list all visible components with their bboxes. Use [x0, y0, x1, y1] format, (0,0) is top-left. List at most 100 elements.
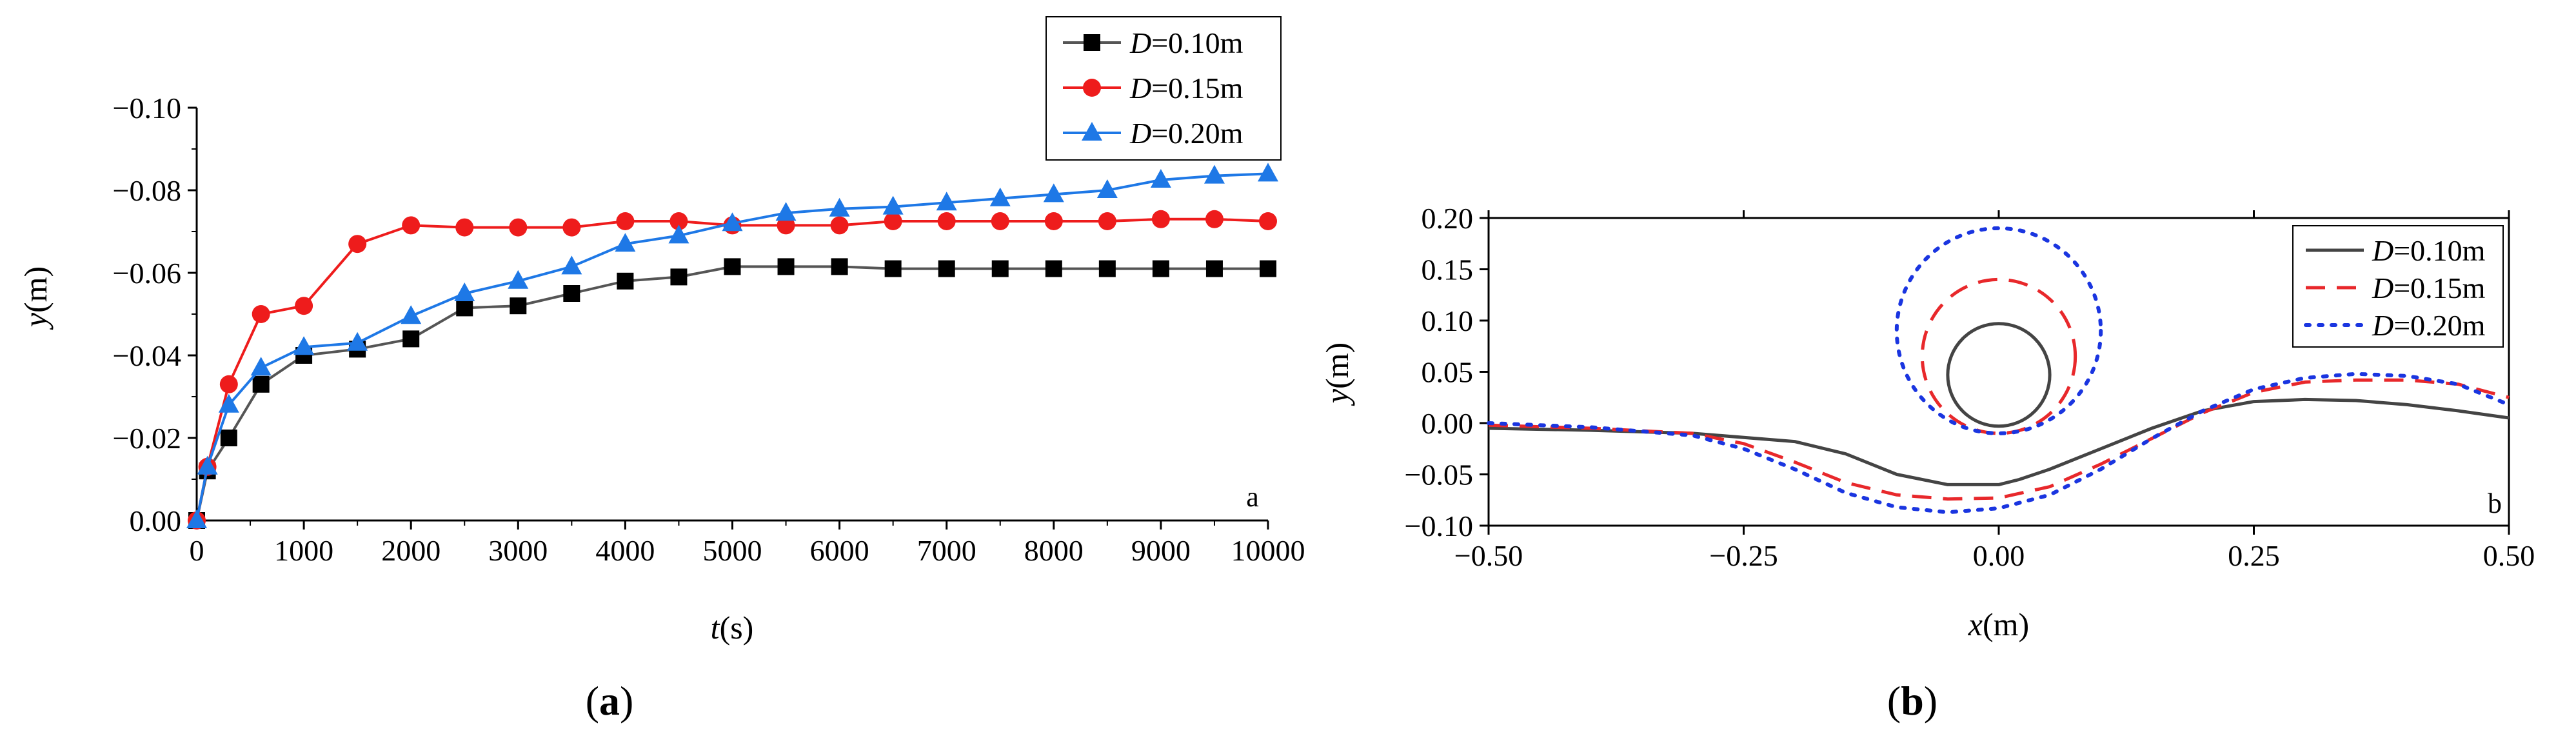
series-square-group	[188, 258, 1276, 529]
data-point-square	[938, 260, 955, 277]
x-tick-label: 3000	[488, 534, 548, 567]
panel-b-corner-tag: b	[2488, 488, 2502, 519]
data-point-square	[1205, 260, 1223, 277]
data-point-square	[617, 272, 634, 290]
y-tick-label: 0.20	[1422, 202, 1474, 235]
x-tick-label: 8000	[1024, 534, 1084, 567]
legend-label: D=0.15m	[2372, 272, 2486, 304]
panel-b-legend: D =0.10m D=0.15m D=0.20m	[2292, 225, 2504, 348]
data-point-circle	[1098, 212, 1116, 230]
data-point-circle	[252, 305, 270, 323]
series-triangle-group	[186, 163, 1278, 528]
legend-label-symbol: D	[1129, 117, 1151, 150]
data-point-square	[670, 268, 688, 286]
panel-b-y-axis-title: y(m)	[1319, 342, 1355, 406]
data-point-square	[724, 258, 741, 275]
data-point-square	[884, 260, 902, 277]
x-tick-label: 1000	[274, 534, 333, 567]
data-point-circle	[402, 216, 421, 235]
data-point-triangle	[1258, 163, 1278, 182]
data-point-circle	[669, 212, 688, 230]
data-point-circle	[455, 218, 474, 237]
legend-label: D=0.20m	[2372, 309, 2486, 342]
legend-label: D=0.20m	[1129, 117, 1243, 150]
data-point-square	[220, 430, 237, 446]
data-point-circle	[562, 218, 581, 237]
legend-label-value: =0.10m	[2393, 234, 2485, 267]
data-point-triangle	[454, 282, 475, 301]
data-point-triangle	[561, 255, 582, 275]
x-tick-label: 6000	[810, 534, 869, 567]
data-point-square	[991, 260, 1009, 277]
y-tick-label: −0.06	[113, 257, 181, 290]
y-tick-label: −0.10	[1405, 510, 1473, 542]
data-point-triangle	[347, 332, 368, 351]
data-point-triangle	[1096, 179, 1118, 198]
panel-a-line-chart: 0 1000 2000 3000 4000 5000 6000 7000 8000 9000 100…	[17, 16, 1305, 724]
y-tick-label: −0.08	[113, 174, 181, 207]
legend-label-symbol: D	[1129, 72, 1151, 104]
legend-label-value: =0.10m	[1151, 26, 1243, 59]
data-point-circle	[1259, 212, 1277, 230]
legend-label-symbol: D	[2372, 309, 2393, 342]
data-point-circle	[348, 235, 367, 253]
legend-marker-square	[1084, 34, 1100, 51]
x-tick-label: 10000	[1231, 534, 1305, 567]
data-point-circle	[1044, 212, 1063, 230]
y-tick-label: −0.04	[113, 339, 181, 372]
scour-profile-solid	[1488, 397, 2510, 486]
scour-profile-dotted	[1487, 372, 2511, 515]
data-point-circle	[777, 216, 795, 235]
data-point-triangle	[775, 202, 797, 221]
y-tick-label: −0.05	[1405, 459, 1473, 491]
panel-a-corner-tag: a	[1246, 481, 1259, 513]
panel-b-pipe-circles	[1894, 226, 2103, 435]
pipe-circle-solid	[1946, 322, 2052, 428]
data-point-circle	[295, 297, 313, 315]
data-point-square	[831, 258, 848, 275]
x-tick-label: 7000	[917, 534, 976, 567]
y-tick-label: 0.10	[1422, 304, 1474, 337]
legend-label-value: =0.20m	[1151, 117, 1243, 150]
data-point-triangle	[722, 212, 743, 232]
legend-marker-triangle	[1082, 122, 1102, 141]
data-point-square	[563, 285, 580, 302]
y-tick-label: 0.00	[130, 504, 182, 537]
panel-b-legend-box	[2292, 225, 2504, 348]
data-point-square	[456, 299, 473, 317]
data-point-triangle	[989, 187, 1011, 206]
legend-label: D=0.15m	[1129, 72, 1243, 104]
legend-label-value: =0.15m	[1151, 72, 1243, 104]
panel-a-y-axis-title: y(m)	[17, 266, 54, 330]
x-tick-label: 2000	[381, 534, 441, 567]
data-point-circle	[1151, 210, 1170, 228]
data-point-triangle	[250, 357, 272, 376]
pipe-circle-dashed	[1920, 277, 2077, 435]
data-point-square	[1152, 260, 1169, 277]
data-point-triangle	[218, 393, 239, 413]
data-point-triangle	[615, 233, 636, 252]
data-point-triangle	[508, 270, 529, 289]
data-point-square	[402, 330, 420, 348]
data-point-circle	[219, 375, 238, 393]
data-point-square	[1045, 260, 1062, 277]
data-point-circle	[830, 216, 849, 235]
panel-a-x-ticks: 0 1000 2000 3000 4000 5000 6000 7000 8000 9000 100…	[190, 520, 1305, 567]
pipe-circle-dotted	[1894, 226, 2103, 435]
data-point-triangle	[1150, 169, 1171, 188]
panel-b-y-ticks: −0.10 −0.05 0.00 0.05 0.10 0.15 0.20	[1405, 202, 1489, 542]
legend-label: D=0.10m	[1129, 26, 1243, 59]
data-point-circle	[937, 212, 956, 230]
legend-label-value: =0.20m	[2393, 309, 2485, 342]
x-tick-label: 0.25	[2228, 539, 2280, 572]
legend-label-value: =0.15m	[2393, 272, 2485, 304]
panel-a-series	[186, 163, 1278, 530]
data-point-square	[777, 258, 795, 275]
x-tick-label: −0.25	[1709, 539, 1778, 572]
panel-a-axes	[195, 108, 1268, 522]
x-tick-label: 0.50	[2483, 539, 2535, 572]
data-point-circle	[884, 212, 902, 230]
x-tick-label: 9000	[1131, 534, 1191, 567]
y-tick-label: −0.10	[113, 92, 181, 124]
